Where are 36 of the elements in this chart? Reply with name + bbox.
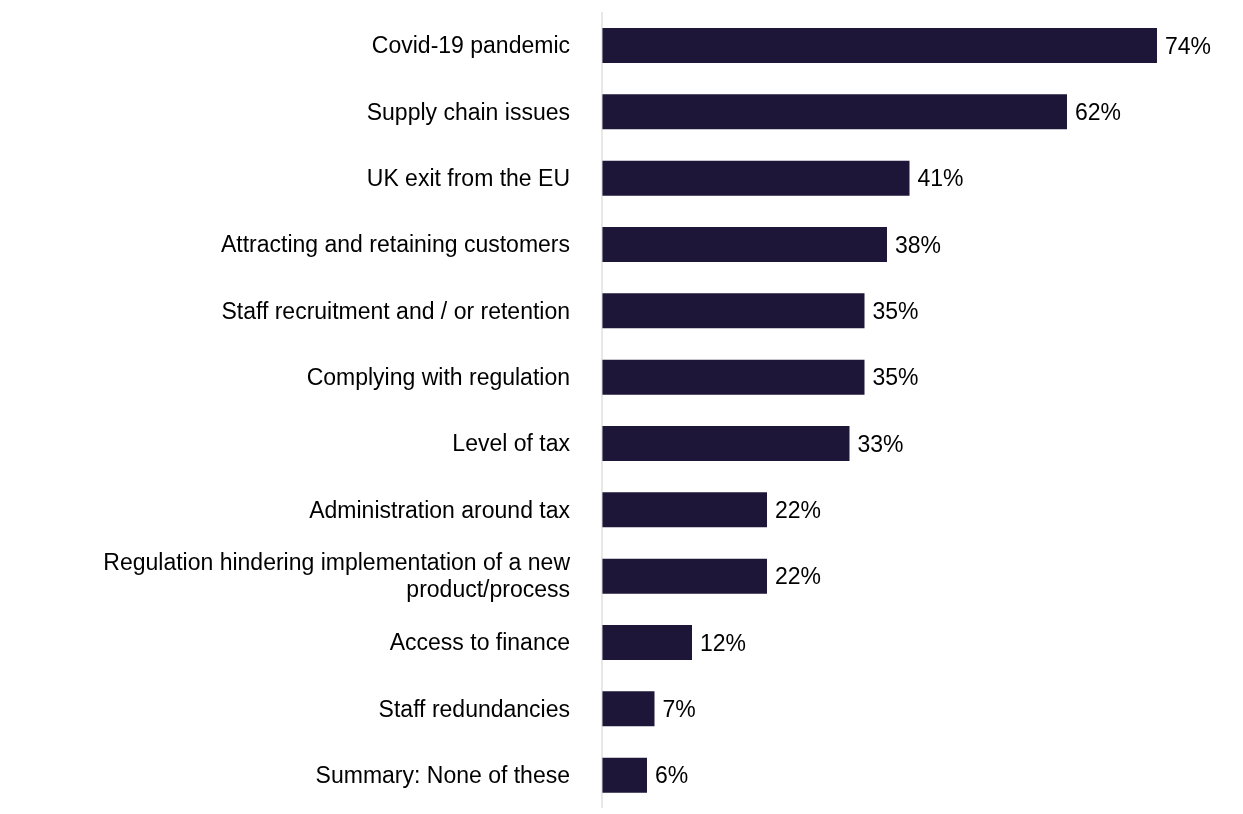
data-label: 38% — [895, 231, 942, 258]
y-tick-label: Staff redundancies — [378, 695, 570, 722]
y-tick-label: Staff recruitment and / or retention — [221, 297, 570, 324]
y-tick-label: Complying with regulation — [306, 363, 570, 390]
data-label: 35% — [872, 298, 919, 324]
data-label: 41% — [917, 165, 964, 192]
y-tick-label: Level of tax — [452, 430, 571, 457]
bar — [602, 94, 1067, 130]
y-tick-label: Administration around tax — [309, 496, 571, 523]
data-label: 33% — [857, 430, 904, 457]
y-tick-label: Attracting and retaining customers — [220, 231, 570, 258]
bar — [602, 28, 1157, 63]
bar — [602, 160, 910, 196]
y-tick-label: Supply chain issues — [366, 98, 570, 125]
bar — [602, 293, 865, 329]
y-tick-label: Access to finance — [389, 629, 570, 656]
y-tick-label: Summary: None of these — [315, 761, 570, 788]
bar — [602, 492, 767, 528]
bar — [602, 359, 865, 395]
data-label: 7% — [662, 696, 696, 722]
y-tick-label: Regulation hindering implementation of a new product/process — [103, 549, 571, 603]
data-label: 22% — [775, 563, 822, 590]
data-label: 12% — [700, 629, 747, 656]
bar — [602, 558, 767, 594]
y-tick-label: Covid-19 pandemic — [371, 32, 570, 59]
bar — [602, 227, 887, 262]
bar — [602, 757, 647, 793]
y-tick-label: UK exit from the EU — [366, 164, 570, 191]
data-label: 62% — [1075, 99, 1122, 125]
bar — [602, 426, 850, 461]
data-label: 6% — [655, 762, 689, 789]
bar — [602, 625, 692, 660]
bar — [602, 691, 655, 727]
data-label: 35% — [872, 364, 919, 391]
data-label: 74% — [1165, 32, 1212, 59]
data-label: 22% — [775, 497, 822, 523]
